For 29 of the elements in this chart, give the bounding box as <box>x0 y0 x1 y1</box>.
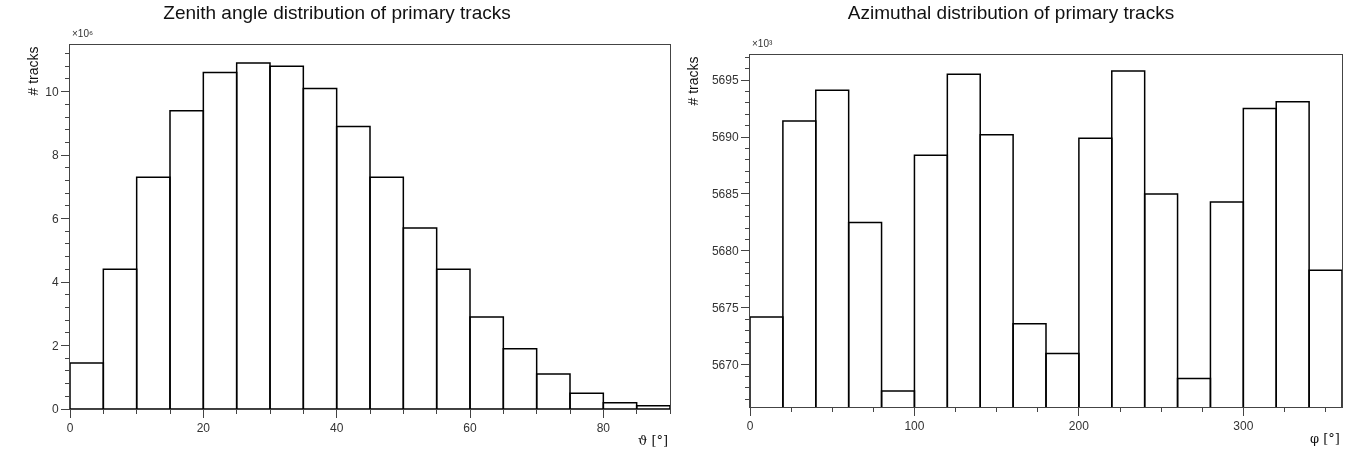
y-tick-label: 5685 <box>711 187 739 202</box>
y-tick-label: 5680 <box>711 244 739 259</box>
y-tick-label: 5690 <box>711 130 739 145</box>
y-tick-label: 5670 <box>711 358 739 373</box>
y-axis-title: # tracks <box>684 56 701 106</box>
x-tick-label: 200 <box>1068 419 1090 434</box>
x-tick-label: 20 <box>196 421 211 436</box>
x-tick-label: 80 <box>596 421 611 436</box>
y-tick-label: 10 <box>45 84 59 99</box>
x-tick-label: 40 <box>329 421 344 436</box>
x-tick-label: 0 <box>66 421 74 436</box>
y-tick-label: 2 <box>51 338 59 353</box>
x-tick-label: 300 <box>1233 419 1254 434</box>
x-axis-title: φ [°] <box>1310 431 1340 446</box>
y-tick-label: 5695 <box>711 73 739 88</box>
y-tick-label: 4 <box>51 275 59 290</box>
chart-title: Azimuthal distribution of primary tracks <box>847 2 1175 24</box>
text: ×10³ <box>752 38 773 49</box>
text: ×10⁶ <box>72 28 94 39</box>
x-tick-label: 0 <box>746 419 754 434</box>
x-tick-label: 100 <box>904 419 925 434</box>
y-tick-label: 6 <box>51 211 59 226</box>
y-tick-label: 0 <box>51 402 59 417</box>
x-tick-label: 60 <box>463 421 477 436</box>
x-axis-title: ϑ [°] <box>638 433 669 448</box>
chart-title: Zenith angle distribution of primary tracks <box>163 2 511 24</box>
y-axis-title: # tracks <box>24 46 41 96</box>
y-tick-label: 8 <box>51 148 59 163</box>
y-tick-label: 5675 <box>711 301 739 316</box>
